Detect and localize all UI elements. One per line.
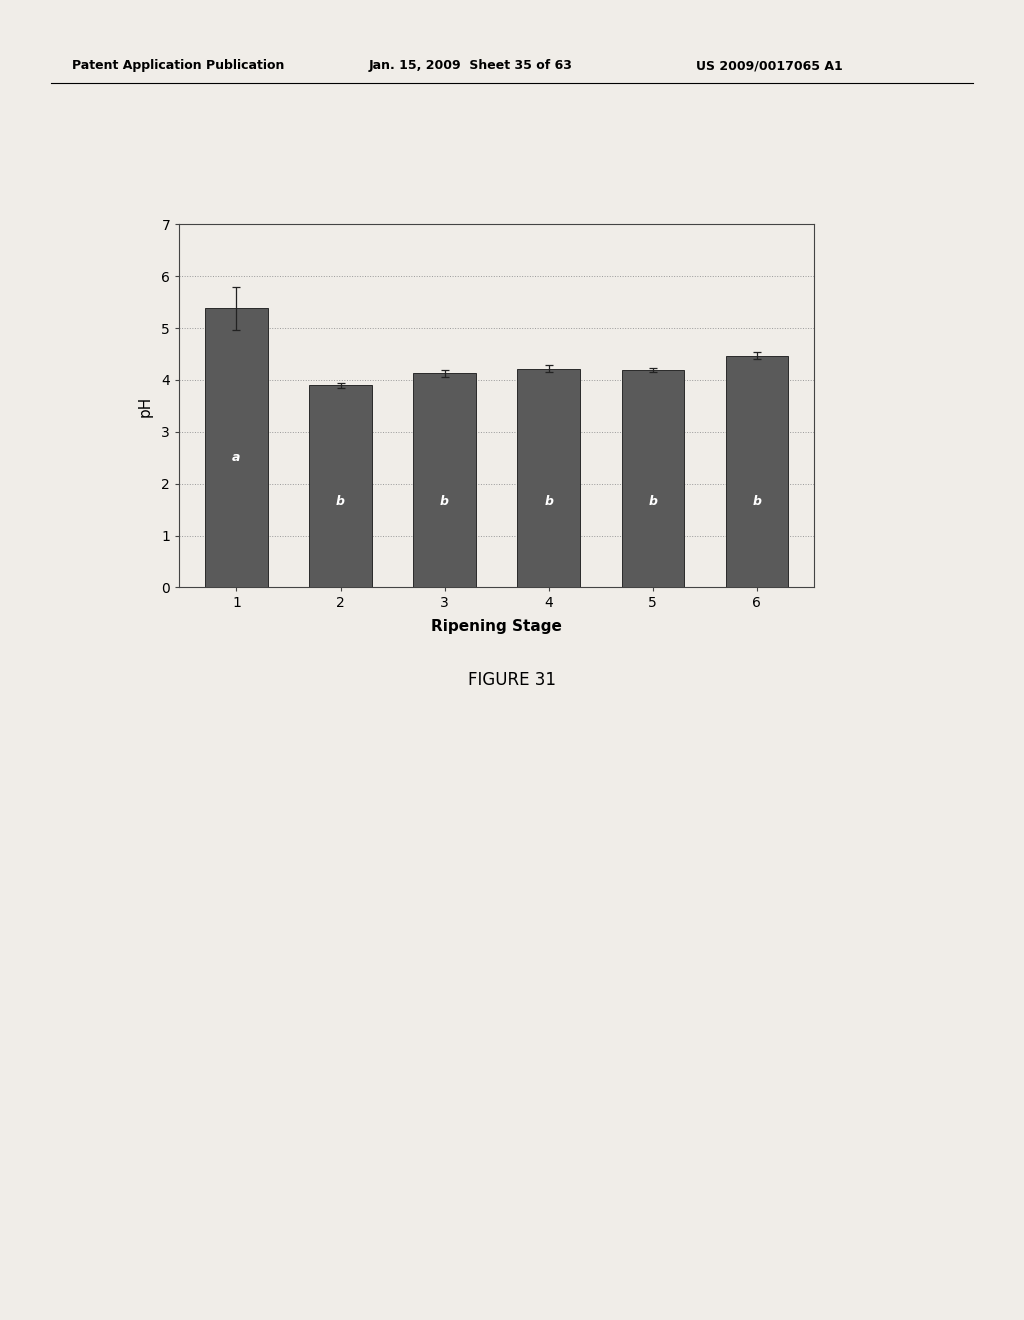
Bar (414, 374, 476, 587)
Text: b: b (753, 495, 761, 508)
Bar (517, 368, 580, 587)
Text: b: b (336, 495, 345, 508)
Text: US 2009/0017065 A1: US 2009/0017065 A1 (696, 59, 843, 73)
X-axis label: Ripening Stage: Ripening Stage (431, 619, 562, 634)
Bar (726, 355, 788, 587)
Bar (309, 385, 372, 587)
Bar (622, 370, 684, 587)
Text: b: b (544, 495, 553, 508)
Text: b: b (648, 495, 657, 508)
Y-axis label: pH: pH (138, 395, 153, 417)
Text: Jan. 15, 2009  Sheet 35 of 63: Jan. 15, 2009 Sheet 35 of 63 (369, 59, 572, 73)
Text: Patent Application Publication: Patent Application Publication (72, 59, 284, 73)
Text: b: b (440, 495, 450, 508)
Text: FIGURE 31: FIGURE 31 (468, 671, 556, 689)
Bar (205, 309, 267, 587)
Text: a: a (232, 451, 241, 465)
